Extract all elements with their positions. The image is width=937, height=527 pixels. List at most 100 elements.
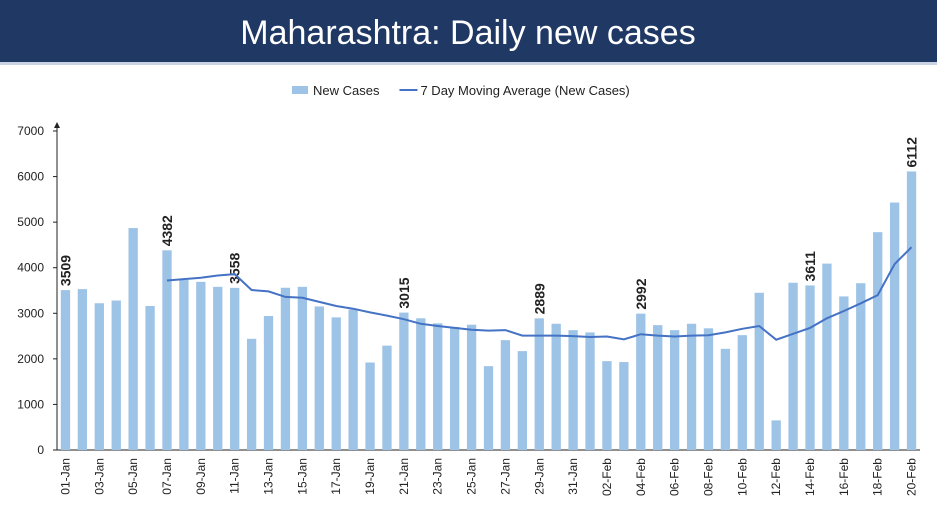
x-tick-label: 27-Jan [498,458,512,495]
bar [162,250,172,450]
x-tick-label: 18-Feb [871,458,885,496]
bar [77,289,88,450]
data-label: 2889 [531,283,547,314]
bar [805,285,815,450]
bar [230,287,240,450]
y-tick-label: 2000 [17,352,44,366]
bar [94,303,104,450]
x-tick-label: 05-Jan [126,458,140,495]
bar [551,323,561,450]
data-label: 3611 [802,251,818,282]
data-label: 4382 [159,215,175,246]
x-tick-label: 12-Feb [769,458,783,496]
x-tick-label: 15-Jan [295,458,309,495]
x-tick-label: 20-Feb [905,458,919,496]
y-tick-label: 4000 [17,261,44,275]
bar [703,328,714,450]
legend-label: 7 Day Moving Average (New Cases) [420,83,629,98]
bar [889,202,900,450]
x-tick-label: 23-Jan [431,458,445,495]
legend-label: New Cases [313,83,380,98]
bar [433,323,443,450]
banner-rule [0,62,937,65]
y-tick-label: 0 [37,443,44,457]
x-tick-label: 03-Jan [92,458,106,495]
bar [669,330,680,450]
bar [246,338,257,450]
bar [179,280,189,450]
bar [331,317,341,450]
bar [653,325,663,450]
bar [720,348,731,450]
bar [568,330,578,450]
y-tick-label: 6000 [17,170,44,184]
bar [314,306,324,450]
bar [873,232,883,450]
bar [754,292,764,450]
title-banner [0,0,937,62]
data-label: 3015 [396,277,412,308]
bar [500,340,511,450]
y-axis-arrow [54,122,60,128]
y-tick-label: 7000 [17,124,44,138]
bar [60,290,71,450]
x-tick-label: 04-Feb [634,458,648,496]
bar [297,286,308,450]
bar [399,312,409,450]
x-tick-label: 17-Jan [329,458,343,495]
bar [483,366,494,450]
bar [213,286,223,450]
bar [856,283,866,450]
bar [737,335,747,450]
x-tick-label: 25-Jan [465,458,479,495]
x-tick-label: 11-Jan [228,458,242,494]
x-tick-label: 01-Jan [58,458,72,495]
bar [416,318,426,450]
bar [686,323,697,450]
x-tick-label: 02-Feb [600,458,614,496]
x-tick-label: 31-Jan [566,458,580,495]
x-tick-label: 10-Feb [735,458,749,496]
x-tick-label: 09-Jan [194,458,208,495]
bar [788,282,798,450]
bar [111,300,121,450]
y-tick-label: 5000 [17,215,44,229]
x-tick-label: 21-Jan [397,458,411,495]
bar [382,345,392,450]
y-tick-label: 1000 [17,397,44,411]
x-tick-label: 14-Feb [803,458,817,496]
bar [839,296,849,450]
bar [348,309,358,450]
moving-average-line [166,246,913,341]
bar [534,318,544,450]
x-tick-label: 13-Jan [262,458,276,495]
bar [450,326,460,450]
bar [466,324,477,450]
bar [602,361,612,450]
data-label: 2992 [633,278,649,309]
y-tick-label: 3000 [17,306,44,320]
bar [263,316,274,450]
bar [128,228,138,450]
x-tick-label: 16-Feb [837,458,851,496]
x-tick-label: 06-Feb [668,458,682,496]
bar [585,332,595,450]
legend-swatch [292,86,308,94]
data-label: 3558 [227,252,243,283]
bar [365,362,375,450]
bar [280,287,291,450]
bar [196,281,206,450]
x-tick-label: 19-Jan [363,458,377,495]
x-tick-label: 08-Feb [701,458,715,496]
x-tick-label: 07-Jan [160,458,174,495]
bar [771,420,781,450]
x-tick-label: 29-Jan [532,458,546,495]
bar [619,362,629,450]
data-label: 3509 [57,255,73,286]
bar [517,351,527,450]
data-label: 6112 [904,137,920,168]
bar [906,171,917,451]
bar [822,263,832,450]
bar [145,305,155,450]
